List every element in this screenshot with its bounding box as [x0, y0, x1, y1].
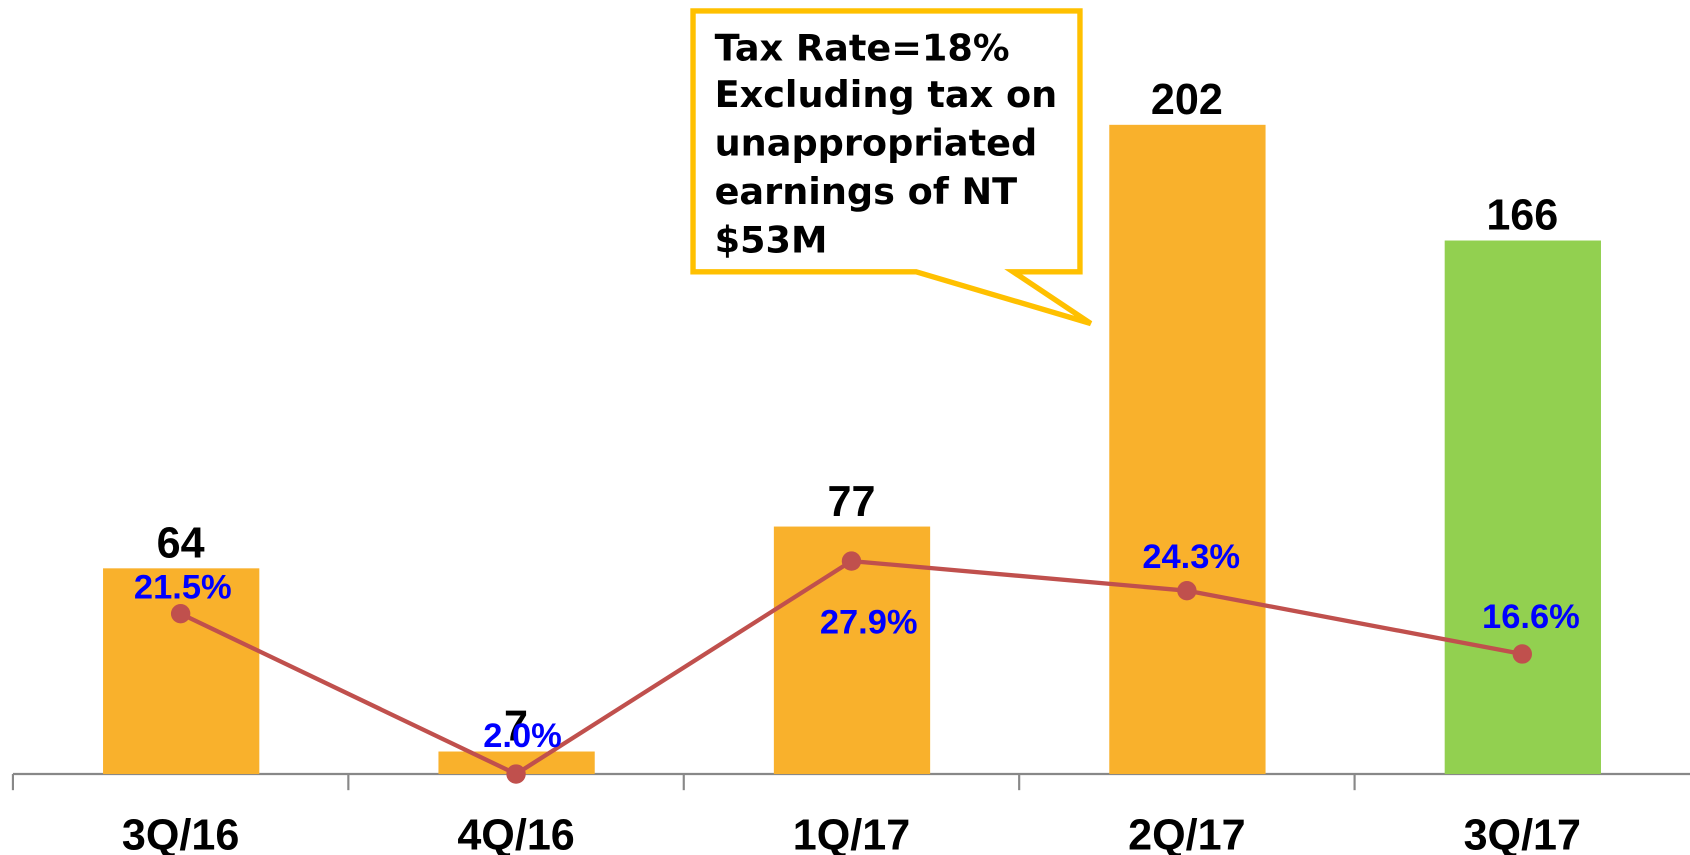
x-tick-label: 4Q/16	[457, 811, 574, 855]
x-tick-label: 2Q/17	[1128, 811, 1245, 855]
bar	[1444, 240, 1601, 775]
line-label: 24.3%	[1142, 538, 1240, 576]
annotation-line: unappropriated	[715, 121, 1038, 164]
line-point	[841, 551, 862, 571]
bar-label: 64	[157, 520, 205, 568]
bar-label: 166	[1486, 192, 1558, 240]
x-tick-label: 1Q/17	[793, 811, 910, 855]
x-tick-label: 3Q/16	[122, 811, 239, 855]
annotation-line: Tax Rate=18%	[715, 27, 1010, 70]
annotation-line: earnings of NT	[715, 170, 1018, 213]
bar-label: 77	[827, 478, 875, 526]
annotation-line: $53M	[715, 218, 828, 261]
annotation-line: Excluding tax on	[715, 73, 1058, 116]
line-point	[1177, 580, 1197, 601]
bar-label: 202	[1151, 76, 1223, 124]
line-point	[1512, 644, 1532, 664]
line-label: 16.6%	[1482, 598, 1580, 636]
line-point	[170, 603, 191, 624]
bar	[1109, 124, 1266, 775]
line-label: 27.9%	[820, 603, 918, 641]
bar	[103, 568, 260, 775]
x-tick-label: 3Q/17	[1464, 811, 1581, 855]
line-label: 21.5%	[134, 569, 232, 607]
line-label: 2.0%	[483, 717, 562, 755]
bar-label: 7	[504, 703, 528, 751]
line-point	[506, 764, 526, 784]
callout-box	[690, 8, 1093, 327]
